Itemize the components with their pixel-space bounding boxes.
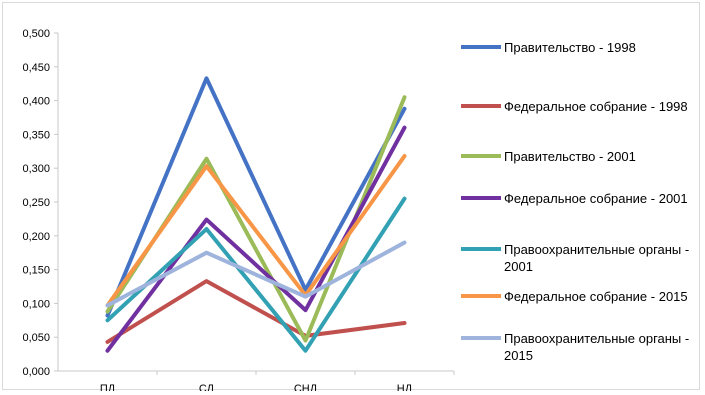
- legend-swatch: [461, 294, 501, 298]
- series-line-2: [105, 279, 407, 344]
- legend-swatch: [461, 154, 501, 158]
- series-line-1: [105, 76, 407, 318]
- chart-frame: 0,000 0,050 0,100 0,150 0,200 0,250 0,300 0,350…: [2, 2, 700, 391]
- series-line-6: [105, 154, 407, 308]
- y-tick-label: 0,400: [22, 96, 50, 108]
- legend-label: Правительство - 1998: [504, 40, 636, 55]
- x-tick-label: ПД: [100, 383, 116, 391]
- legend-swatch: [461, 247, 501, 251]
- legend-label: Федеральное собрание - 1998: [504, 99, 688, 114]
- legend-swatch: [461, 336, 501, 340]
- series-line-5: [105, 196, 407, 353]
- legend-label: Правоохранительные органы - 2015: [504, 331, 690, 363]
- y-tick-label: 0,500: [22, 28, 50, 40]
- series-line-7: [105, 240, 407, 308]
- y-tick-label: 0,350: [22, 129, 50, 141]
- series-lines: [105, 76, 407, 353]
- y-tick-label: 0,200: [22, 231, 50, 243]
- legend-label: Правительство - 2001: [504, 149, 636, 164]
- line-chart: 0,000 0,050 0,100 0,150 0,200 0,250 0,300 0,350…: [22, 28, 455, 391]
- x-tick-label: СНД: [294, 383, 318, 391]
- y-tick-label: 0,050: [22, 332, 50, 344]
- legend-label: Федеральное собрание - 2001: [504, 191, 688, 206]
- series-line-4: [105, 125, 407, 353]
- y-tick-label: 0,100: [22, 298, 50, 310]
- x-tick-labels: ПД СД СНД НД: [100, 371, 455, 391]
- y-tick-label: 0,250: [22, 197, 50, 209]
- y-tick-label: 0,000: [22, 366, 50, 378]
- legend-swatch: [461, 104, 501, 108]
- legend-label: Правоохранительные органы - 2001: [504, 242, 690, 274]
- x-tick-label: НД: [397, 383, 413, 391]
- y-tick-label: 0,450: [22, 62, 50, 74]
- legend-swatch: [461, 196, 501, 200]
- legend-swatch: [461, 45, 501, 49]
- y-tick-label: 0,150: [22, 265, 50, 277]
- y-tick-labels: 0,000 0,050 0,100 0,150 0,200 0,250 0,300 0,350…: [22, 28, 58, 378]
- x-tick-label: СД: [199, 383, 215, 391]
- legend-label: Федеральное собрание - 2015: [504, 289, 688, 304]
- y-tick-label: 0,300: [22, 163, 50, 175]
